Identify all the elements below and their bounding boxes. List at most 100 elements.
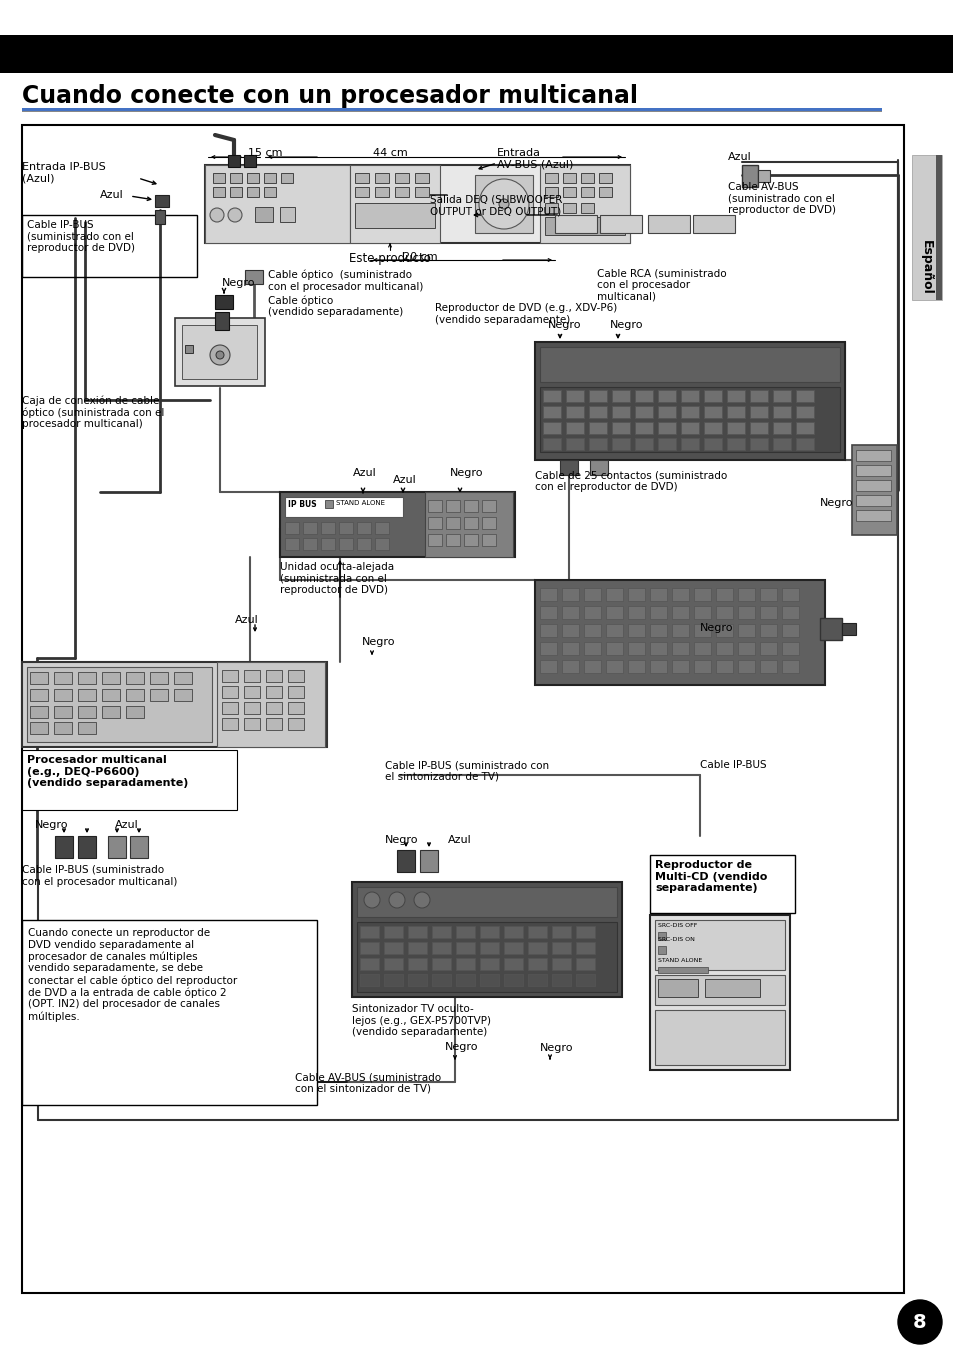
Bar: [612, 406, 629, 417]
Bar: [245, 270, 263, 285]
Bar: [479, 925, 498, 938]
Bar: [22, 108, 882, 111]
Bar: [424, 492, 513, 557]
Text: Reproductor de
Multi-CD (vendido
separadamente): Reproductor de Multi-CD (vendido separad…: [655, 860, 766, 893]
Bar: [855, 465, 890, 476]
Bar: [213, 187, 225, 196]
Bar: [481, 500, 496, 512]
Bar: [244, 686, 260, 698]
Bar: [851, 444, 896, 535]
Bar: [658, 967, 707, 973]
Bar: [325, 500, 333, 508]
Bar: [535, 580, 824, 686]
Bar: [704, 980, 760, 997]
Bar: [432, 958, 451, 970]
Bar: [680, 390, 699, 402]
Bar: [247, 187, 258, 196]
Bar: [216, 663, 325, 747]
Bar: [795, 421, 813, 434]
Bar: [680, 421, 699, 434]
Circle shape: [215, 351, 224, 359]
Bar: [760, 660, 776, 673]
Bar: [479, 942, 498, 954]
Bar: [230, 173, 242, 183]
Bar: [655, 976, 784, 1005]
Text: Azul: Azul: [353, 467, 376, 478]
Text: Negro: Negro: [361, 637, 395, 646]
Text: Azul: Azul: [234, 615, 258, 625]
Bar: [22, 751, 236, 810]
Bar: [716, 642, 732, 654]
Bar: [408, 942, 427, 954]
Text: Azul: Azul: [727, 152, 751, 163]
Bar: [244, 669, 260, 682]
Bar: [605, 660, 622, 673]
Bar: [539, 606, 557, 619]
Bar: [703, 406, 721, 417]
Bar: [280, 207, 294, 222]
Bar: [716, 588, 732, 602]
Text: Cable IP-BUS (suministrado
con el procesador multicanal): Cable IP-BUS (suministrado con el proces…: [22, 864, 177, 886]
Bar: [635, 406, 652, 417]
Bar: [539, 347, 840, 382]
Bar: [649, 855, 794, 913]
Bar: [338, 522, 353, 534]
Bar: [749, 390, 767, 402]
Bar: [384, 942, 402, 954]
Text: Cuando conecte un reproductor de
DVD vendido separadamente al
procesador de cana: Cuando conecte un reproductor de DVD ven…: [28, 928, 237, 1022]
Bar: [716, 660, 732, 673]
Bar: [561, 625, 578, 637]
Bar: [456, 925, 475, 938]
Bar: [408, 958, 427, 970]
Bar: [649, 606, 666, 619]
Bar: [281, 173, 293, 183]
Bar: [588, 406, 606, 417]
Bar: [655, 920, 784, 970]
Text: Caja de conexión de cable
óptico (suministrada con el
procesador multicanal): Caja de conexión de cable óptico (sumini…: [22, 396, 164, 430]
Text: SRC-DIS OFF: SRC-DIS OFF: [658, 923, 697, 928]
Bar: [588, 438, 606, 450]
Bar: [130, 836, 148, 858]
Bar: [627, 588, 644, 602]
Bar: [562, 173, 576, 183]
Text: STAND ALONE: STAND ALONE: [335, 500, 385, 505]
Bar: [855, 450, 890, 461]
Bar: [635, 438, 652, 450]
Text: Negro: Negro: [547, 320, 581, 331]
Text: Azul: Azul: [448, 835, 471, 846]
Circle shape: [498, 199, 509, 209]
Bar: [264, 187, 275, 196]
Bar: [126, 672, 144, 684]
Bar: [658, 406, 676, 417]
Bar: [671, 625, 688, 637]
Bar: [627, 642, 644, 654]
Bar: [598, 187, 612, 196]
Bar: [559, 459, 578, 476]
Bar: [54, 706, 71, 718]
Text: 20 cm: 20 cm: [402, 252, 436, 262]
Bar: [432, 974, 451, 986]
Bar: [320, 522, 335, 534]
Bar: [795, 438, 813, 450]
Bar: [432, 925, 451, 938]
Bar: [126, 688, 144, 701]
Bar: [612, 421, 629, 434]
Bar: [605, 625, 622, 637]
Bar: [542, 406, 560, 417]
Bar: [598, 173, 612, 183]
Circle shape: [228, 209, 242, 222]
Bar: [356, 921, 617, 992]
Bar: [408, 925, 427, 938]
Text: Español: Español: [919, 240, 931, 295]
Bar: [244, 154, 255, 167]
Bar: [375, 173, 389, 183]
Bar: [911, 154, 941, 299]
Bar: [741, 165, 758, 187]
Bar: [78, 706, 96, 718]
Bar: [726, 421, 744, 434]
Bar: [760, 606, 776, 619]
Bar: [612, 438, 629, 450]
Text: Cable AV-BUS
(suministrado con el
reproductor de DVD): Cable AV-BUS (suministrado con el reprod…: [727, 182, 835, 215]
Bar: [539, 625, 557, 637]
Bar: [266, 702, 282, 714]
